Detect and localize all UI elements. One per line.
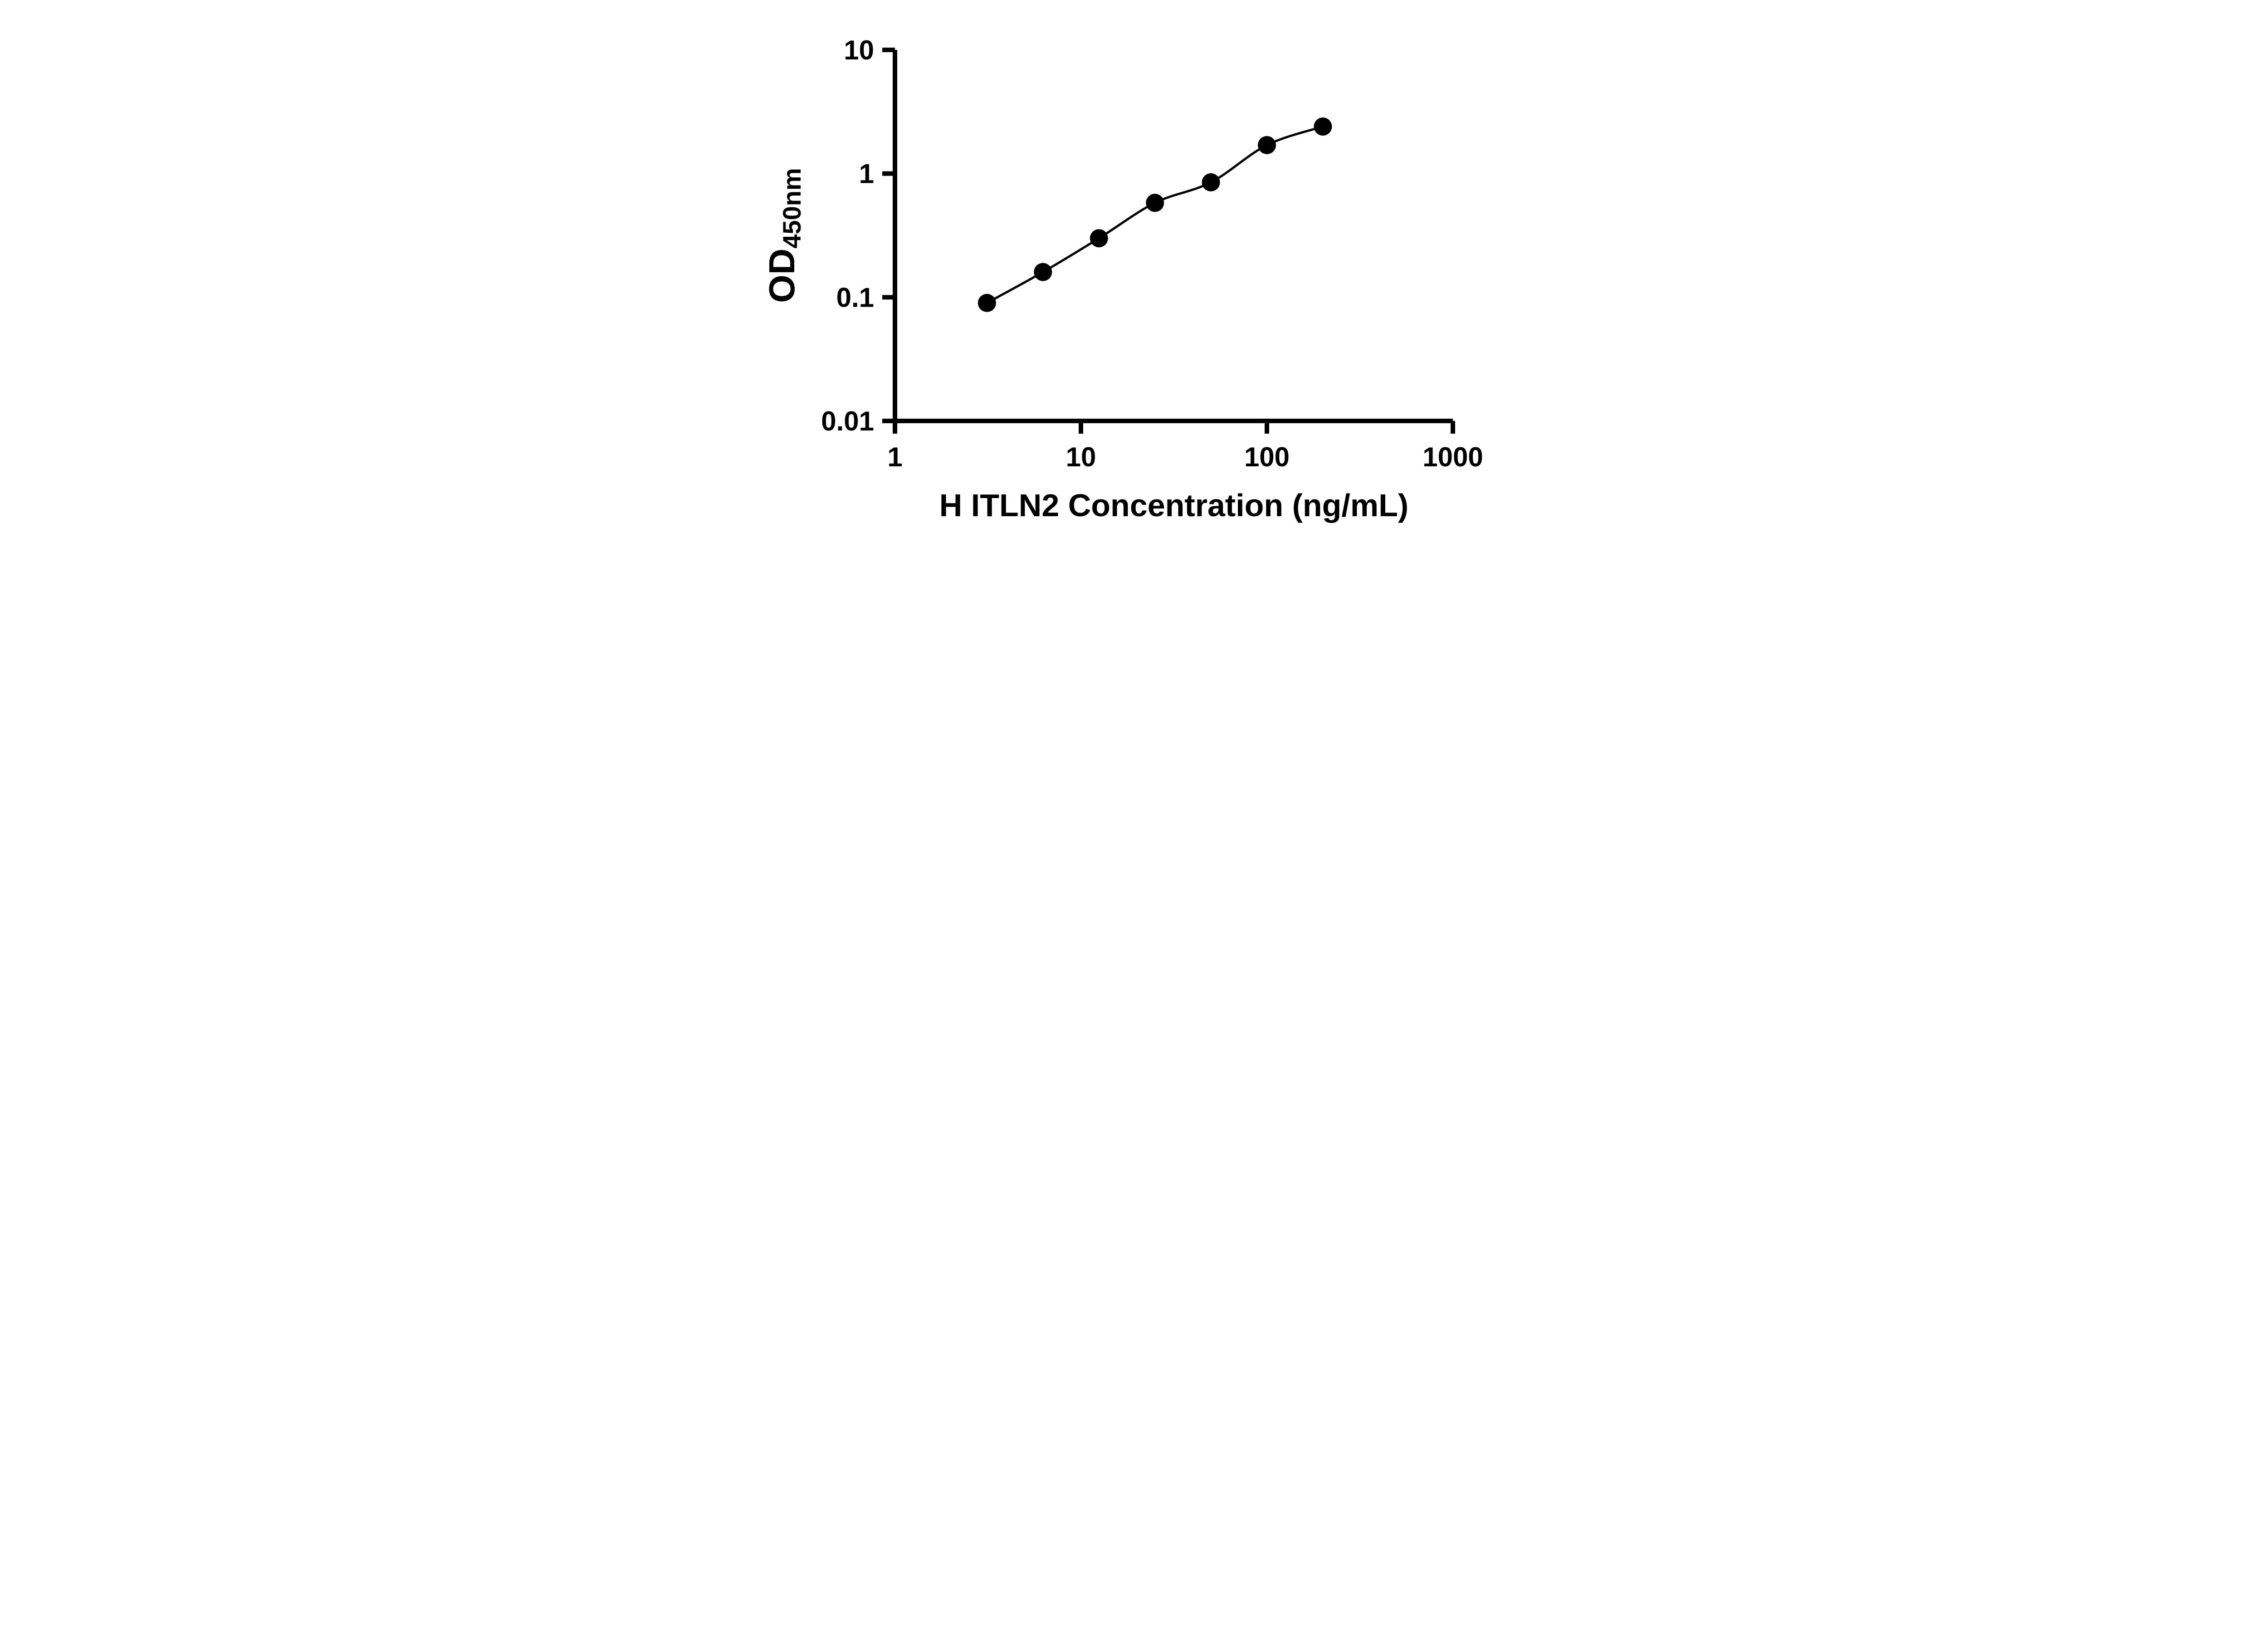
x-tick-label: 1000 — [1422, 442, 1483, 472]
data-point — [1258, 136, 1276, 154]
data-point — [1146, 194, 1164, 212]
x-axis-title: H ITLN2 Concentration (ng/mL) — [939, 488, 1408, 523]
data-point — [1090, 229, 1108, 248]
y-tick-label: 0.1 — [836, 282, 874, 313]
data-point — [1314, 117, 1332, 136]
standard-curve-chart: H ITLN2 Concentration (ng/mL) OD450nm 1 1… — [762, 35, 1483, 523]
data-point — [1202, 173, 1220, 191]
x-tick-label: 1 — [887, 442, 902, 472]
x-tick-label: 10 — [1066, 442, 1096, 472]
y-tick-label: 0.01 — [821, 406, 874, 436]
y-axis-title-subscript: 450nm — [777, 168, 806, 248]
y-axis-title-main: OD — [762, 249, 802, 303]
x-tick-label: 100 — [1244, 442, 1290, 472]
data-point — [978, 293, 996, 312]
svg-text:OD450nm: OD450nm — [762, 168, 806, 303]
elisa-standard-curve-figure: H ITLN2 Concentration (ng/mL) OD450nm 1 1… — [745, 0, 1523, 544]
data-point — [1034, 263, 1052, 281]
y-tick-label: 1 — [859, 159, 874, 189]
axes — [893, 50, 1453, 423]
y-tick-label: 10 — [844, 35, 874, 65]
y-axis-title: OD450nm — [762, 168, 806, 303]
